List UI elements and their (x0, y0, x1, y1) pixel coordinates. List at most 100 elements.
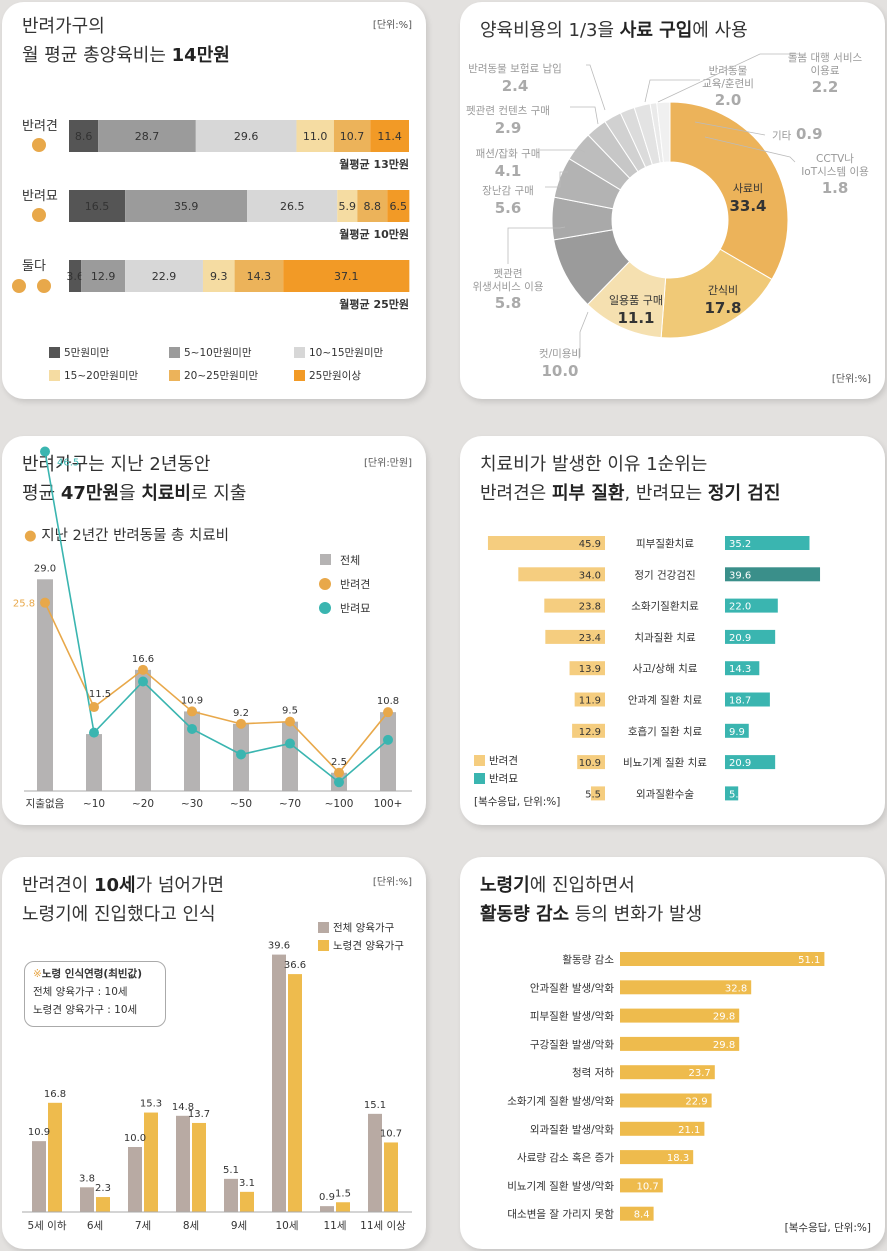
data-label: 18.3 (667, 1153, 689, 1164)
data-label: 14.3 (729, 664, 751, 675)
slice-value: 2.4 (502, 77, 529, 95)
slice-label: 패션/잡화 구매 (476, 148, 541, 160)
bar-cat (725, 692, 770, 707)
category-label: 피부질환 발생/악화 (530, 1011, 614, 1023)
legend-swatch (169, 347, 180, 358)
bar-senior (384, 1142, 398, 1212)
data-label: 16.8 (44, 1089, 66, 1100)
bar-cat (725, 661, 760, 676)
cat-icon (319, 602, 331, 614)
panel-monthly-cost: 반려가구의 월 평균 총양육비는 14만원 [단위:%] 반려견 8.6 28.7 2… (2, 2, 426, 399)
bar-senior (48, 1102, 62, 1212)
bar-segment (247, 190, 338, 222)
data-label: 39.6 (729, 570, 751, 581)
data-label: 26.5 (280, 200, 305, 213)
category-label: 호흡기 질환 치료 (628, 725, 703, 738)
data-label: 3.1 (239, 1178, 255, 1189)
grouped-bar-chart: 10.9 16.8 5세 이하 3.82.3 6세 10.0 15.3 7세 14.813.7 8… (22, 941, 412, 1232)
data-label: 10.7 (637, 1181, 659, 1192)
data-label: 16.5 (85, 200, 110, 213)
donut-slice (656, 101, 671, 163)
slice-value: 4.1 (495, 162, 522, 180)
leader-line (545, 171, 568, 188)
slice-label: 간식비 (708, 284, 738, 297)
data-label: 39.6 (268, 941, 290, 952)
slice-value: 1.8 (822, 179, 849, 197)
x-tick-label: 11세 (323, 1220, 346, 1232)
x-tick-label: 7세 (135, 1220, 151, 1232)
category-label: 외과질환 발생/악화 (530, 1124, 614, 1136)
slice-label: 펫관련 (494, 268, 523, 280)
cat-marker-icon (89, 727, 99, 738)
data-label: 10.9 (579, 758, 601, 769)
x-tick-label: ~50 (230, 798, 252, 810)
bar (620, 1150, 694, 1165)
title-text: 가 넘어가면 (135, 875, 225, 896)
data-label: 10.7 (340, 130, 365, 143)
panel-title: 치료비가 발생한 이유 1순위는 반려견은 피부 질환, 반려묘는 정기 검진 (480, 450, 780, 508)
legend-swatch (318, 922, 329, 933)
category-label: 비뇨기계 질환 발생/악화 (507, 1180, 614, 1192)
title-line-2: 노령기에 진입했다고 인식 (22, 904, 216, 925)
bar-all (128, 1147, 142, 1212)
legend-swatch (169, 370, 180, 381)
slice-label: 교육/훈련비 (702, 77, 754, 90)
legend-label: 20~25만원미만 (184, 370, 259, 382)
data-label: 10.8 (377, 696, 399, 707)
bar-cat (725, 567, 821, 582)
category-label: 안과질환 발생/악화 (530, 982, 614, 994)
x-tick-label: ~20 (132, 798, 154, 810)
data-label: 5.5 (585, 789, 601, 800)
bar-total (282, 721, 298, 791)
panel-senior-age: 반려견이 10세가 넘어가면 노령기에 진입했다고 인식 [단위:%] 전체 양… (2, 857, 426, 1249)
bar-segment (234, 260, 284, 292)
slice-label: 컷/미용비 (539, 348, 581, 360)
panel-title: 반려가구는 지난 2년동안 평균 47만원을 치료비로 지출 (22, 450, 246, 508)
chart-subtitle: ● 지난 2년간 반려동물 총 치료비 (24, 524, 229, 545)
title-text: 양육비용의 1/3을 (480, 20, 620, 41)
data-label: 34.0 (579, 570, 601, 581)
leader-line (704, 136, 796, 163)
legend-swatch (49, 347, 60, 358)
category-label: 대소변을 잘 가리지 못함 (507, 1209, 614, 1221)
bar-cat (725, 536, 810, 550)
data-label: 8.4 (634, 1210, 650, 1221)
x-tick-label: 지출없음 (26, 797, 65, 810)
legend-swatch (474, 755, 485, 766)
title-line-1: 반려가구의 (22, 16, 105, 37)
bar-segment (387, 190, 410, 222)
data-label: 11.5 (89, 689, 111, 700)
dog-marker-icon (138, 664, 148, 675)
cat-marker-icon (334, 777, 344, 788)
bar-total (380, 712, 396, 791)
bar-all (368, 1113, 382, 1212)
panel-title: 반려가구의 월 평균 총양육비는 14만원 (22, 12, 230, 70)
slice-label: 일용품 구매 (609, 293, 663, 307)
category-label: 소화기질환치료 (631, 601, 699, 613)
bar-dog (544, 598, 605, 613)
leader-line (570, 106, 599, 125)
data-label: 14.8 (172, 1102, 194, 1113)
x-tick-label: ~30 (181, 798, 203, 810)
bar-segment (98, 120, 196, 152)
bar-all (320, 1206, 334, 1212)
dog-marker-icon (187, 706, 197, 717)
data-label: 37.1 (334, 270, 359, 283)
data-label: 22.0 (729, 602, 751, 613)
leader-line (694, 121, 766, 136)
data-label: 45.9 (579, 539, 601, 550)
slice-label: IoT시스템 이용 (801, 166, 869, 178)
leader-line (579, 311, 589, 357)
slice-label: 기타 (772, 130, 792, 142)
bar-segment (333, 120, 371, 152)
cat-marker-icon (138, 676, 148, 687)
category-label: 안과계 질환 치료 (628, 695, 703, 707)
bullet-icon: ● (24, 528, 37, 544)
donut-slice (669, 101, 789, 281)
title-text: 반려견이 (22, 875, 94, 896)
bar-cat (725, 629, 776, 644)
title-text: 반려견은 (480, 483, 552, 504)
legend-item: 반려견 (474, 753, 518, 768)
category-label: 사고/상해 치료 (633, 662, 698, 675)
category-label: 사료량 감소 혹은 증가 (517, 1151, 614, 1164)
